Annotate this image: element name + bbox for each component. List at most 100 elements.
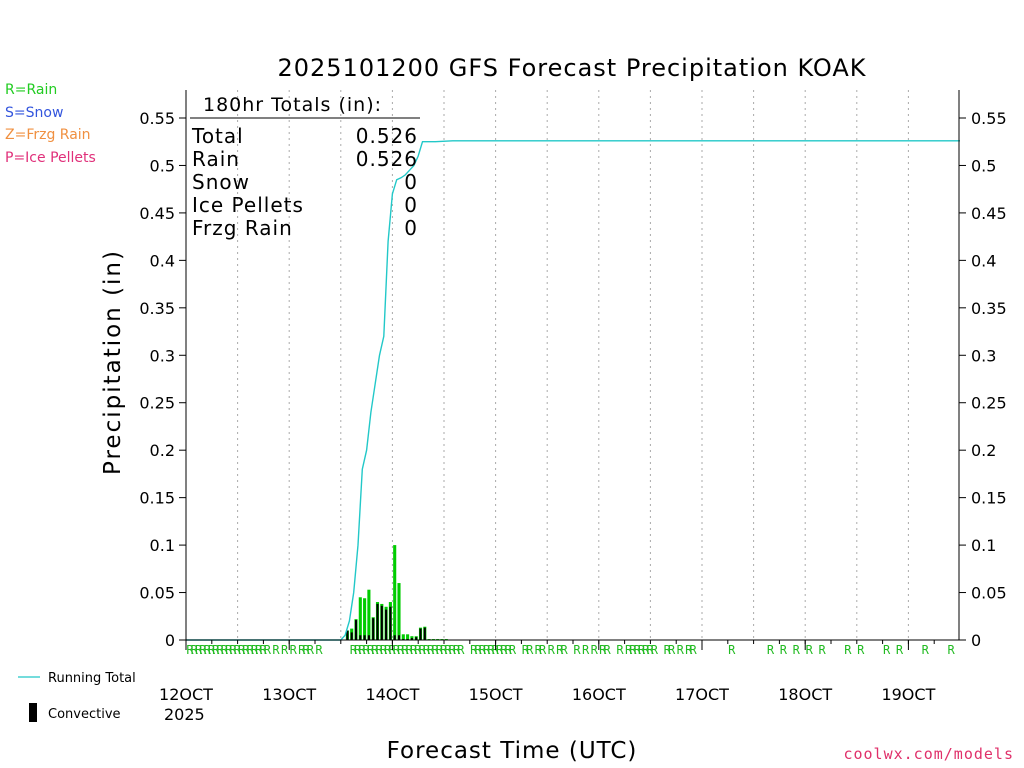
precip-bars xyxy=(345,545,448,640)
rain-marker: R xyxy=(646,643,654,657)
rain-marker: R xyxy=(603,643,611,657)
rain-marker: R xyxy=(818,643,826,657)
rain-marker: R xyxy=(560,643,568,657)
running-total-line xyxy=(186,140,960,641)
ytick-label-right: 0.15 xyxy=(971,489,1007,508)
rain-marker: R xyxy=(436,643,444,657)
rain-marker: R xyxy=(947,643,955,657)
totals-label: Rain xyxy=(192,147,240,171)
rain-marker: R xyxy=(414,643,422,657)
rain-marker: R xyxy=(474,643,482,657)
totals-label: Ice Pellets xyxy=(192,193,304,217)
convective-bar xyxy=(380,605,383,640)
ytick-label-left: 0.4 xyxy=(150,251,175,270)
tick-labels: 0 00.05 0.050.1 0.10.15 0.150.2 0.20.25 0.250.… xyxy=(139,109,1006,704)
xtick-label: 12OCT xyxy=(159,685,213,704)
rain-marker: R xyxy=(896,643,904,657)
convective-bar xyxy=(385,609,388,640)
rain-marker: R xyxy=(457,643,465,657)
chart-title: 2025101200 GFS Forecast Precipitation KO… xyxy=(277,54,866,82)
gridlines xyxy=(237,90,909,640)
ytick-label-left: 0.25 xyxy=(139,394,175,413)
rain-marker: R xyxy=(410,643,418,657)
rain-marker: R xyxy=(642,643,650,657)
rain-marker: R xyxy=(556,643,564,657)
precip-bar xyxy=(401,634,405,640)
rain-marker: R xyxy=(793,643,801,657)
totals-value: 0.526 xyxy=(356,124,418,148)
rain-marker: R xyxy=(449,643,457,657)
rain-marker: R xyxy=(689,643,697,657)
axes xyxy=(179,90,966,650)
rain-marker: R xyxy=(350,643,358,657)
rain-marker: R xyxy=(380,643,388,657)
totals-value: 0 xyxy=(404,170,418,194)
rain-marker: R xyxy=(591,643,599,657)
convective-bar xyxy=(397,635,401,640)
ytick-label-right: 0.4 xyxy=(971,251,996,270)
rain-marker: R xyxy=(728,643,736,657)
xtick-label: 15OCT xyxy=(469,685,523,704)
rain-marker: R xyxy=(522,643,530,657)
rain-marker: R xyxy=(651,643,659,657)
rain-marker: R xyxy=(401,643,409,657)
totals-value: 0 xyxy=(404,216,418,240)
rain-marker: R xyxy=(599,643,607,657)
rain-marker: R xyxy=(539,643,547,657)
bottom-legend: Running Total Convective xyxy=(18,671,136,722)
rain-marker: R xyxy=(259,643,267,657)
ytick-label-left: 0.3 xyxy=(150,346,175,365)
legend-frzg-rain: Z=Frzg Rain xyxy=(5,127,91,143)
ytick-label-right: 0.35 xyxy=(971,299,1007,318)
ytick-label-right: 0.2 xyxy=(971,441,996,460)
rain-marker: R xyxy=(625,643,633,657)
precip-bar xyxy=(397,583,401,640)
rain-marker: R xyxy=(500,643,508,657)
convective-bars xyxy=(346,603,426,640)
rain-marker: R xyxy=(634,643,642,657)
precip-bar xyxy=(358,597,362,640)
rain-marker: R xyxy=(376,643,384,657)
legend-snow: S=Snow xyxy=(5,105,64,121)
rain-marker: R xyxy=(629,643,637,657)
convective-bar xyxy=(410,638,413,640)
x-axis-label: Forecast Time (UTC) xyxy=(387,738,638,764)
rain-marker: R xyxy=(844,643,852,657)
rain-marker: R xyxy=(255,643,263,657)
rain-marker: R xyxy=(212,643,220,657)
rain-marker: R xyxy=(505,643,513,657)
precip-bar xyxy=(363,598,367,640)
rain-marker: R xyxy=(444,643,452,657)
rain-marker: R xyxy=(234,643,242,657)
legend-rain: R=Rain xyxy=(5,82,58,98)
ytick-label-right: 0.5 xyxy=(971,156,996,175)
rain-marker: R xyxy=(358,643,366,657)
convective-bar xyxy=(367,635,370,640)
rain-marker: R xyxy=(548,643,556,657)
rain-marker: R xyxy=(487,643,495,657)
ytick-label-right: 0.55 xyxy=(971,109,1007,128)
rain-marker: R xyxy=(315,643,323,657)
ytick-label-right: 0.45 xyxy=(971,204,1007,223)
rain-marker: R xyxy=(509,643,517,657)
rain-marker: R xyxy=(767,643,775,657)
legend-ice-pellets: P=Ice Pellets xyxy=(5,150,96,166)
running-total-series xyxy=(186,140,960,641)
rain-marker: R xyxy=(470,643,478,657)
rain-marker: R xyxy=(281,643,289,657)
rain-marker: R xyxy=(384,643,392,657)
rain-marker: R xyxy=(427,643,435,657)
totals-value: 0.526 xyxy=(356,147,418,171)
rain-marker: R xyxy=(242,643,250,657)
ytick-label-right: 0 xyxy=(971,631,981,650)
rain-marker: R xyxy=(582,643,590,657)
rain-marker: R xyxy=(216,643,224,657)
rain-marker: R xyxy=(229,643,237,657)
rain-marker: R xyxy=(397,643,405,657)
totals-header: 180hr Totals (in): xyxy=(203,94,382,116)
totals-rows: Total 0.526 Rain 0.526 Snow 0 Ice Pellets 0 Frzg… xyxy=(191,124,418,240)
ytick-label-left: 0.05 xyxy=(139,584,175,603)
convective-legend-swatch xyxy=(29,703,37,722)
ytick-label-left: 0.45 xyxy=(139,204,175,223)
rain-marker: R xyxy=(204,643,212,657)
